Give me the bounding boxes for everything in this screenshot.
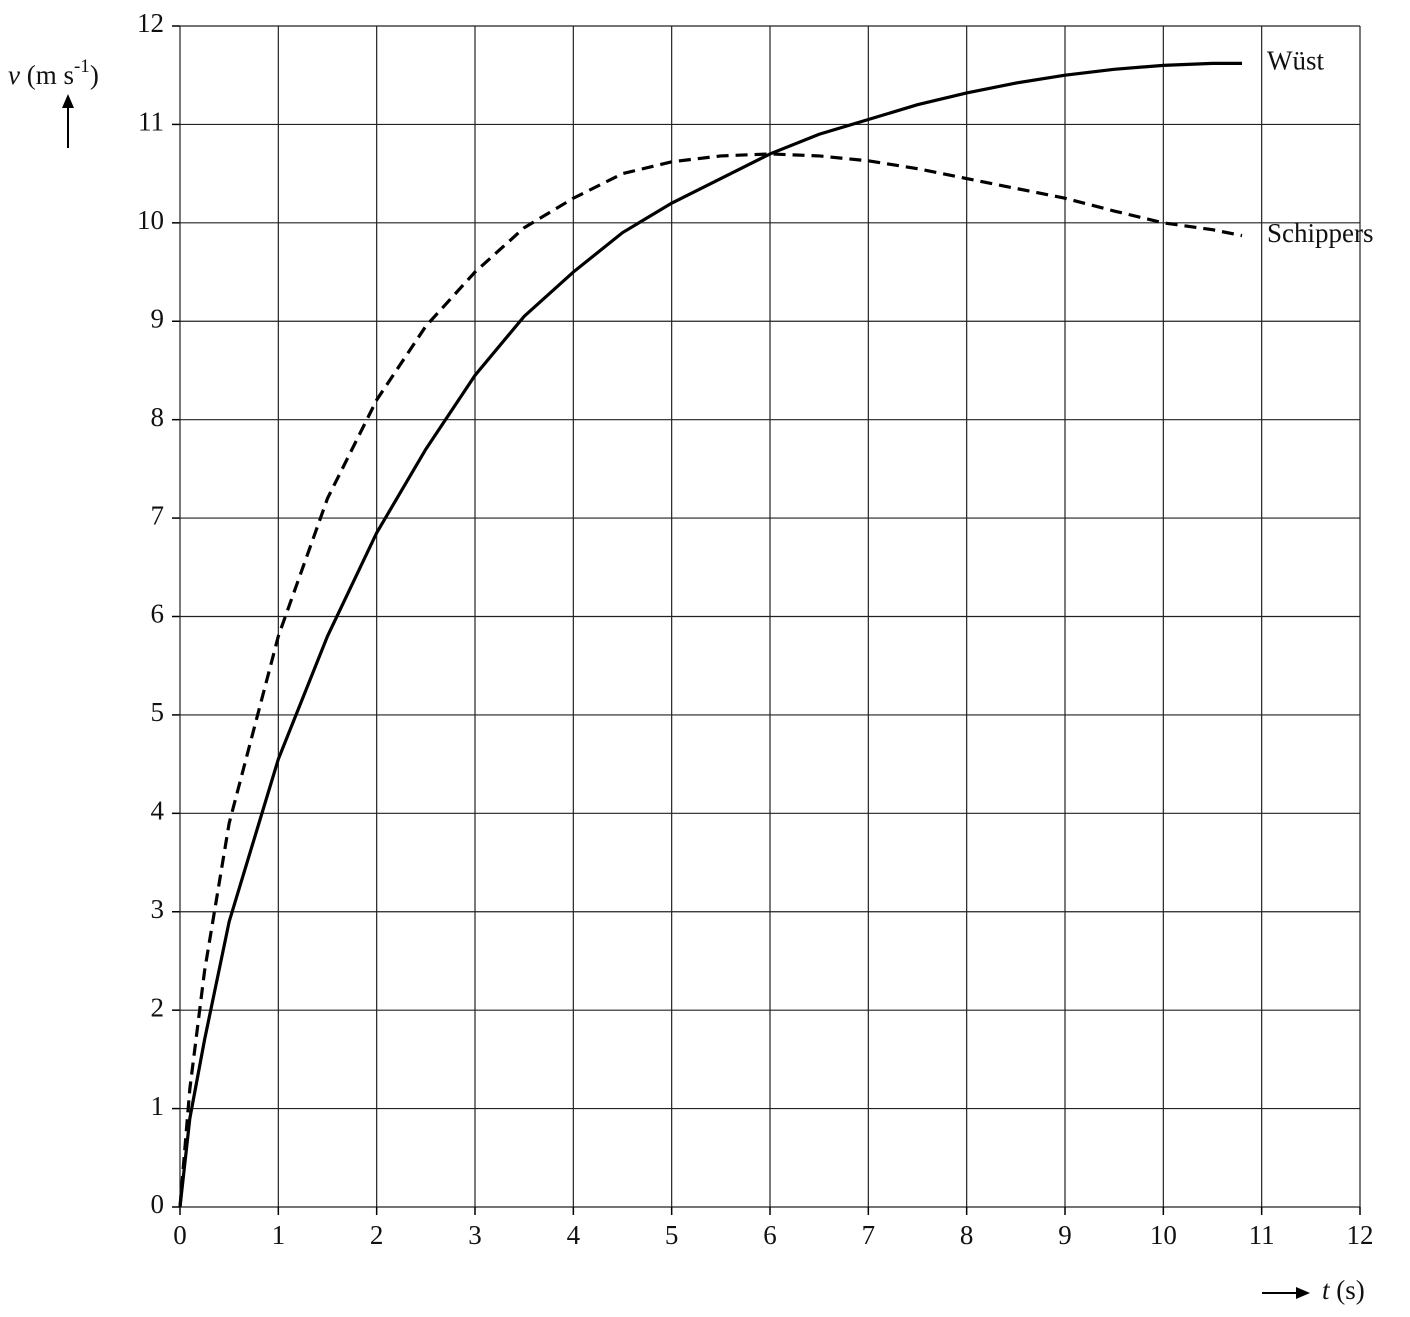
x-tick-label: 1	[272, 1220, 286, 1250]
series-label: Wüst	[1267, 46, 1324, 76]
x-axis-label: t (s)	[1322, 1275, 1365, 1305]
y-tick-label: 12	[137, 8, 164, 38]
y-tick-label: 7	[151, 500, 165, 530]
series-line	[178, 152, 1243, 1208]
y-tick-label: 10	[137, 205, 164, 235]
y-tick-label: 11	[138, 107, 164, 137]
y-tick-label: 9	[151, 303, 165, 333]
x-unit: (s)	[1336, 1275, 1365, 1305]
y-unit-exponent: -1	[74, 56, 90, 77]
x-tick-label: 2	[370, 1220, 384, 1250]
y-tick-label: 6	[151, 599, 165, 629]
series-label: Schippers	[1267, 218, 1373, 248]
x-tick-label: 9	[1058, 1220, 1072, 1250]
y-tick-label: 5	[151, 697, 165, 727]
y-tick-label: 8	[151, 402, 165, 432]
x-tick-label: 12	[1347, 1220, 1374, 1250]
x-arrow	[1262, 1287, 1310, 1299]
x-tick-label: 11	[1249, 1220, 1275, 1250]
x-tick-label: 0	[173, 1220, 187, 1250]
y-axis-label: v (m s-1)	[8, 56, 99, 90]
y-unit-end: )	[90, 60, 99, 90]
x-tick-label: 8	[960, 1220, 974, 1250]
x-symbol: t	[1322, 1275, 1331, 1305]
x-tick-label: 4	[567, 1220, 581, 1250]
x-tick-label: 6	[763, 1220, 777, 1250]
x-tick-label: 10	[1150, 1220, 1177, 1250]
y-unit: (m s	[27, 60, 74, 90]
y-symbol: v	[8, 60, 20, 90]
y-tick-label: 3	[151, 894, 165, 924]
y-tick-label: 2	[151, 992, 165, 1022]
y-arrow	[62, 94, 74, 148]
x-tick-label: 7	[862, 1220, 876, 1250]
y-tick-label: 4	[151, 796, 165, 826]
y-tick-label: 1	[151, 1091, 165, 1121]
y-tick-label: 0	[151, 1189, 165, 1219]
series-line	[178, 61, 1242, 1208]
x-tick-label: 5	[665, 1220, 679, 1250]
x-tick-label: 3	[468, 1220, 482, 1250]
